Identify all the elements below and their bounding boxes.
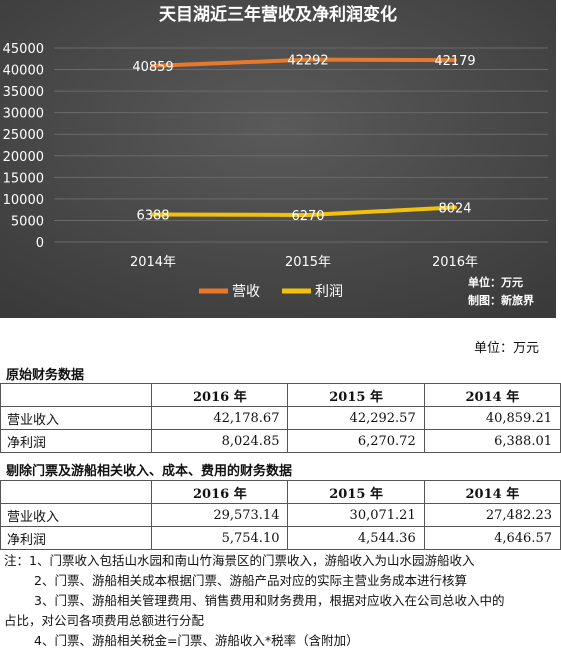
notes: 注：1、门票收入包括山水园和南山竹海景区的门票收入，游船收入为山水园游船收入 2… bbox=[4, 551, 556, 651]
x-tick-label: 2016年 bbox=[432, 255, 478, 270]
chart-panel: 天目湖近三年营收及净利润变化 45000 40000 35000 30000 25000… bbox=[0, 0, 556, 318]
note-2: 2、门票、游船相关成本根据门票、游船产品对应的实际主营业务成本进行核算 bbox=[34, 573, 467, 588]
chart-background bbox=[0, 0, 556, 318]
cell-value: 5,754.10 bbox=[151, 526, 289, 550]
data-labels: 40859 42292 42179 6388 6270 8024 bbox=[132, 54, 475, 224]
chart-unit-note: 单位：万元 bbox=[468, 275, 523, 289]
table-row: 净利润 5,754.10 4,544.36 4,646.57 bbox=[0, 526, 561, 550]
header-2015: 2015 年 bbox=[287, 383, 425, 407]
header-2015: 2015 年 bbox=[287, 480, 425, 504]
row-label: 营业收入 bbox=[0, 503, 153, 527]
cell-value: 30,071.21 bbox=[287, 503, 425, 527]
section-title-adjusted: 剔除门票及游船相关收入、成本、费用的财务数据 bbox=[6, 464, 293, 479]
note-4: 4、门票、游船相关税金=门票、游船收入*税率（含附加） bbox=[34, 633, 359, 648]
y-axis-ticks: 45000 40000 35000 30000 25000 20000 15000 10000… bbox=[3, 42, 44, 251]
y-tick-label: 45000 bbox=[3, 42, 44, 57]
cell-value: 8,024.85 bbox=[151, 429, 289, 453]
row-label: 营业收入 bbox=[0, 406, 153, 430]
y-tick-label: 5000 bbox=[11, 214, 44, 229]
table-row: 营业收入 42,178.67 42,292.57 40,859.21 bbox=[0, 406, 561, 430]
y-tick-label: 0 bbox=[36, 236, 44, 251]
note-3-continued: 占比，对公司各项费用总额进行分配 bbox=[4, 613, 205, 628]
x-axis-ticks: 2014年 2015年 2016年 bbox=[130, 255, 478, 270]
y-tick-label: 10000 bbox=[3, 193, 44, 208]
chart-title: 天目湖近三年营收及净利润变化 bbox=[159, 4, 397, 25]
table-corner-cell bbox=[0, 480, 153, 504]
y-tick-label: 40000 bbox=[3, 64, 44, 79]
y-tick-label: 35000 bbox=[3, 85, 44, 100]
data-label: 6388 bbox=[136, 208, 169, 223]
note-3: 3、门票、游船相关管理费用、销售费用和财务费用，根据对应收入在公司总收入中的 bbox=[34, 593, 505, 608]
table-header-row: 2016 年 2015 年 2014 年 bbox=[0, 480, 561, 504]
x-tick-label: 2014年 bbox=[130, 255, 176, 270]
cell-value: 4,544.36 bbox=[287, 526, 425, 550]
cell-value: 27,482.23 bbox=[423, 503, 561, 527]
row-label: 净利润 bbox=[0, 429, 153, 453]
header-2014: 2014 年 bbox=[423, 480, 561, 504]
cell-value: 40,859.21 bbox=[423, 406, 561, 430]
cell-value: 42,292.57 bbox=[287, 406, 425, 430]
y-tick-label: 15000 bbox=[3, 171, 44, 186]
legend-label-profit: 利润 bbox=[315, 284, 343, 300]
note-1: 注：1、门票收入包括山水园和南山竹海景区的门票收入，游船收入为山水园游船收入 bbox=[4, 553, 475, 568]
table-unit-label: 单位：万元 bbox=[473, 341, 539, 356]
y-tick-label: 20000 bbox=[3, 150, 44, 165]
legend: 营收 利润 bbox=[199, 284, 343, 300]
cell-value: 29,573.14 bbox=[151, 503, 289, 527]
cell-value: 42,178.67 bbox=[151, 406, 289, 430]
header-2016: 2016 年 bbox=[151, 383, 289, 407]
legend-label-revenue: 营收 bbox=[232, 284, 260, 300]
header-2014: 2014 年 bbox=[423, 383, 561, 407]
header-2016: 2016 年 bbox=[151, 480, 289, 504]
data-label: 8024 bbox=[438, 201, 471, 216]
chart-credit-note: 制图：新旅界 bbox=[468, 293, 534, 307]
section-title-original: 原始财务数据 bbox=[6, 368, 85, 383]
series-lines bbox=[151, 57, 457, 217]
y-tick-label: 25000 bbox=[3, 128, 44, 143]
original-financial-table: 2016 年 2015 年 2014 年 营业收入 42,178.67 42,2… bbox=[0, 383, 561, 453]
line-chart: 天目湖近三年营收及净利润变化 45000 40000 35000 30000 25000… bbox=[0, 0, 556, 318]
row-label: 净利润 bbox=[0, 526, 153, 550]
cell-value: 4,646.57 bbox=[423, 526, 561, 550]
cell-value: 6,388.01 bbox=[423, 429, 561, 453]
table-corner-cell bbox=[0, 383, 153, 407]
table-row: 营业收入 29,573.14 30,071.21 27,482.23 bbox=[0, 503, 561, 527]
data-label: 42179 bbox=[434, 54, 475, 69]
series-line-profit bbox=[151, 205, 457, 217]
adjusted-financial-table: 2016 年 2015 年 2014 年 营业收入 29,573.14 30,0… bbox=[0, 480, 561, 550]
cell-value: 6,270.72 bbox=[287, 429, 425, 453]
grid-lines bbox=[54, 47, 548, 243]
data-label: 6270 bbox=[291, 209, 324, 224]
table-header-row: 2016 年 2015 年 2014 年 bbox=[0, 383, 561, 407]
data-label: 40859 bbox=[132, 60, 173, 75]
series-line-revenue bbox=[151, 57, 457, 68]
data-label: 42292 bbox=[287, 54, 328, 69]
table-row: 净利润 8,024.85 6,270.72 6,388.01 bbox=[0, 429, 561, 453]
y-tick-label: 30000 bbox=[3, 107, 44, 122]
x-tick-label: 2015年 bbox=[285, 255, 331, 270]
